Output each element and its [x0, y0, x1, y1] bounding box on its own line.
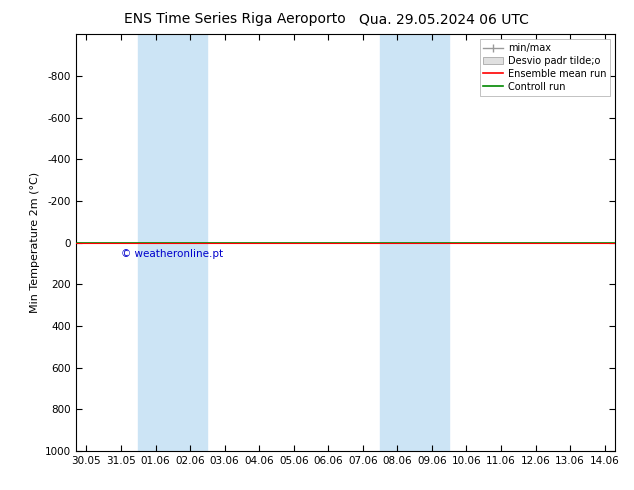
Text: © weatheronline.pt: © weatheronline.pt: [121, 249, 223, 259]
Legend: min/max, Desvio padr tilde;o, Ensemble mean run, Controll run: min/max, Desvio padr tilde;o, Ensemble m…: [479, 39, 610, 96]
Text: ENS Time Series Riga Aeroporto: ENS Time Series Riga Aeroporto: [124, 12, 346, 26]
Bar: [138, 34, 207, 451]
Bar: [380, 34, 449, 451]
Text: Qua. 29.05.2024 06 UTC: Qua. 29.05.2024 06 UTC: [359, 12, 529, 26]
Y-axis label: Min Temperature 2m (°C): Min Temperature 2m (°C): [30, 172, 39, 313]
